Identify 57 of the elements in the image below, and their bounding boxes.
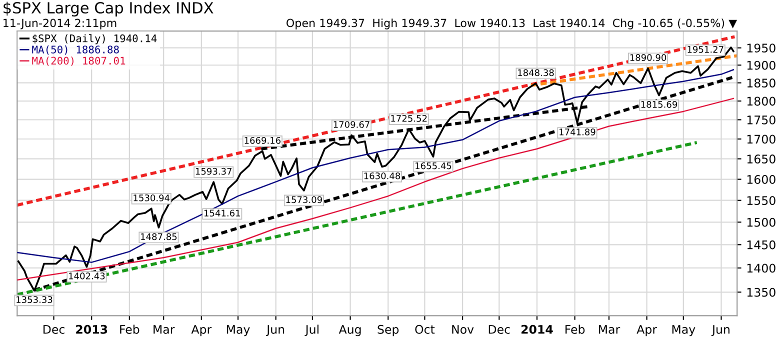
- x-tick-label: Oct: [415, 324, 435, 334]
- x-tick-label: Dec: [44, 325, 64, 334]
- x-tick-label: Jun: [711, 325, 730, 336]
- x-tick-label: Sep: [378, 324, 399, 336]
- y-tick-label: 1500: [747, 218, 776, 227]
- x-tick-label: Dec: [488, 325, 510, 334]
- annotation: 1725.52: [391, 114, 427, 122]
- x-tick-label: Feb: [120, 324, 140, 334]
- x-tick-label: Apr: [191, 325, 212, 336]
- y-tick-label: 1550: [747, 196, 776, 206]
- y-tick-label: 1400: [747, 264, 776, 273]
- x-tick-label: Mar: [154, 325, 175, 334]
- legend-label: MA(200) 1807.01: [32, 56, 126, 66]
- x-tick-label: May: [672, 325, 696, 336]
- x-tick-label: Aug: [338, 325, 361, 336]
- line-series: [17, 98, 734, 281]
- annotation: 1815.69: [641, 100, 678, 108]
- y-tick-label: 1450: [747, 240, 776, 250]
- annotation: 1487.85: [141, 233, 177, 240]
- annotation: 1890.90: [630, 54, 666, 62]
- line-series: [17, 69, 734, 263]
- legend-label: $SPX (Daily) 1940.14: [32, 34, 157, 44]
- x-tick-label: Mar: [598, 325, 620, 334]
- annotation: 1655.45: [416, 162, 452, 170]
- x-tick-label: Jul: [304, 324, 318, 336]
- x-tick-label: Apr: [636, 325, 658, 336]
- y-tick-label: 1650: [747, 154, 776, 164]
- x-tick-label: May: [226, 325, 250, 336]
- annotation: 1848.38: [518, 69, 554, 76]
- y-tick-label: 1850: [747, 78, 776, 88]
- x-tick-label: Nov: [452, 325, 474, 334]
- annotation: 1709.67: [334, 121, 370, 128]
- annotation: 1530.94: [134, 194, 170, 202]
- annotation: 1741.89: [560, 128, 596, 136]
- x-tick-label: Feb: [566, 324, 585, 334]
- annotation: 1402.43: [69, 272, 105, 280]
- annotation: 1541.61: [204, 210, 240, 217]
- annotation: 1353.33: [16, 296, 52, 304]
- text: Open 1949.37 High 1949.37 Low 1940.13 Last 1940.14 Chg -10.65 (-0.55%) ▼: [286, 18, 738, 30]
- y-tick-label: 1950: [747, 44, 776, 53]
- y-tick-label: 1900: [747, 60, 776, 70]
- annotation: 1630.48: [364, 172, 400, 180]
- y-tick-label: 1750: [747, 115, 776, 124]
- chart-subtitle: 11-Jun-2014 2:11pm: [4, 18, 116, 30]
- y-tick-label: 1600: [747, 175, 776, 184]
- annotation: 1669.16: [244, 137, 281, 144]
- y-tick-label: 1700: [747, 134, 776, 144]
- chart-title: $SPX Large Cap Index INDX: [4, 2, 214, 17]
- annotation: 1951.27: [688, 46, 724, 53]
- x-tick-label: 2014: [521, 324, 553, 334]
- y-tick-label: 1800: [747, 96, 776, 106]
- annotation: 1573.09: [286, 196, 322, 204]
- annotation: 1593.37: [196, 168, 232, 175]
- y-tick-label: 1350: [747, 288, 776, 297]
- x-tick-label: 2013: [76, 324, 108, 334]
- legend-label: MA(50) 1886.88: [32, 45, 119, 55]
- x-tick-label: Jun: [266, 325, 284, 336]
